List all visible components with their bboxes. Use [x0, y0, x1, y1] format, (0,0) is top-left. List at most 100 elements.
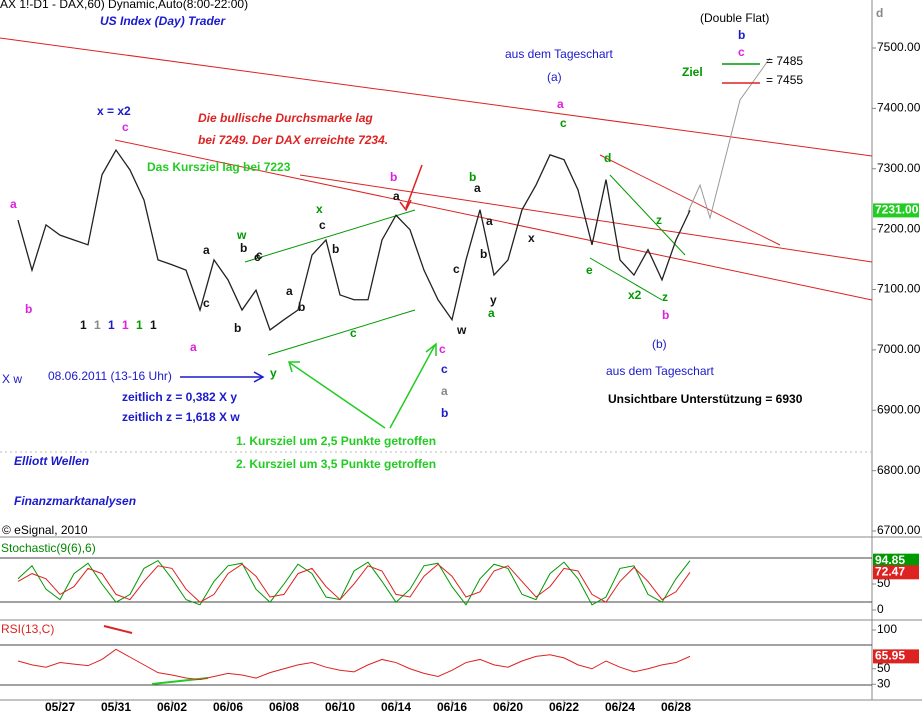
wave-label: b [25, 302, 32, 316]
title: US Index (Day) Trader [100, 14, 226, 28]
wave-label: c [203, 296, 210, 310]
x-tick-label: 06/10 [325, 700, 355, 714]
series-line [17, 648, 691, 681]
wave-label: 1 [122, 318, 129, 332]
wave-label: a [488, 306, 495, 320]
wave-label: b [234, 321, 241, 335]
y-tick-label: 6900.00 [877, 402, 921, 416]
wave-label: c [738, 45, 745, 59]
wave-label: 1 [94, 318, 101, 332]
wave-label: b [441, 406, 448, 420]
x-tick-label: 06/24 [605, 700, 635, 714]
y-tick-label: 7400.00 [877, 101, 921, 115]
y-tick-label: 7500.00 [877, 40, 921, 54]
annotation: (Double Flat) [700, 11, 769, 25]
wave-label: b [390, 170, 397, 184]
x-tick-label: 05/31 [101, 700, 131, 714]
series-line [17, 148, 691, 331]
annotation: Ziel [682, 65, 703, 79]
annotation: aus dem Tageschart [606, 364, 715, 378]
copyright: © eSignal, 2010 [2, 523, 88, 537]
projection [687, 57, 771, 220]
wave-label: a [486, 214, 493, 228]
y-tick-label: 0 [877, 602, 884, 616]
x-tick-label: 06/22 [549, 700, 579, 714]
brand: Finanzmarktanalysen [14, 494, 136, 508]
wave-label: c [441, 362, 448, 376]
trendline [114, 139, 873, 301]
series-line [17, 563, 691, 603]
header: AX 1!-D1 - DAX,60) Dynamic,Auto(8:00-22:… [0, 0, 248, 11]
y-tick-label: 7300.00 [877, 161, 921, 175]
wave-label: w [456, 323, 467, 337]
wave-label: a [441, 384, 448, 398]
wave-label: y [270, 366, 277, 380]
y-tick-label: 7000.00 [877, 342, 921, 356]
wave-label: a [203, 243, 210, 257]
wave-label: c [439, 342, 446, 356]
wave-label: b [240, 241, 247, 255]
y-tick-label: 100 [877, 622, 897, 636]
wave-label: w [236, 228, 247, 242]
arrow [389, 344, 436, 429]
wave-label: b [480, 247, 487, 261]
arrow-head [287, 361, 300, 373]
x-tick-label: 06/20 [493, 700, 523, 714]
wave-label: c [122, 120, 129, 134]
channel-line [244, 209, 416, 263]
annotation: Die bullische Durchsmarke lag [198, 111, 373, 125]
wave-label: z [662, 290, 668, 304]
annotation: X w [2, 372, 22, 386]
wave-label: b [662, 308, 669, 322]
annotation: 08.06.2011 (13-16 Uhr) [48, 369, 172, 383]
wave-label: c [453, 262, 460, 276]
x-tick-label: 06/14 [381, 700, 411, 714]
trendline [299, 174, 873, 263]
y-tick-label: 50 [877, 661, 891, 675]
y-tick-label: 6700.00 [877, 523, 921, 537]
channel-line [609, 174, 686, 256]
wave-label: e [586, 263, 593, 277]
wave-label: a [286, 284, 293, 298]
value-box [873, 565, 919, 580]
wave-label: x2 [628, 288, 642, 302]
wave-label: b [738, 28, 745, 42]
arrow [289, 362, 386, 429]
x-tick-label: 05/27 [45, 700, 75, 714]
wave-label: z [656, 213, 662, 227]
series-line [17, 559, 691, 606]
x-tick-label: 06/28 [661, 700, 691, 714]
value-box [873, 203, 919, 218]
arrow [405, 164, 423, 209]
y-tick-label: 30 [877, 676, 891, 690]
wave-label: 1 [80, 318, 87, 332]
wave-label: d [604, 151, 611, 165]
wave-label: x = x2 [97, 104, 131, 118]
annotation: bei 7249. Der DAX erreichte 7234. [198, 133, 388, 147]
y-tick-label: 50 [877, 576, 891, 590]
channel-line [267, 309, 416, 356]
wave-label: (b) [652, 337, 667, 351]
wave-label: a [393, 189, 400, 203]
wave-label: c [256, 248, 263, 262]
wave-label: d [876, 6, 883, 20]
wave-label: 1 [136, 318, 143, 332]
annotation: = 7485 [766, 54, 803, 68]
brand: Elliott Wellen [14, 454, 89, 468]
annotation: aus dem Tageschart [505, 47, 614, 61]
value-label: 94.85 [875, 553, 905, 567]
wave-label: a [190, 340, 197, 354]
annotation: Unsichtbare Unterstützung = 6930 [608, 392, 803, 406]
value-box [873, 553, 919, 568]
trendlines [0, 37, 873, 685]
wave-label: a [10, 197, 17, 211]
wave-label: y [490, 293, 497, 307]
x-tick-label: 06/16 [437, 700, 467, 714]
x-tick-label: 06/08 [269, 700, 299, 714]
annotation: = 7455 [766, 73, 803, 87]
wave-label: x [528, 231, 535, 245]
wave-label: b [332, 242, 339, 256]
wave-label: a [557, 97, 564, 111]
wave-label: b [298, 300, 305, 314]
